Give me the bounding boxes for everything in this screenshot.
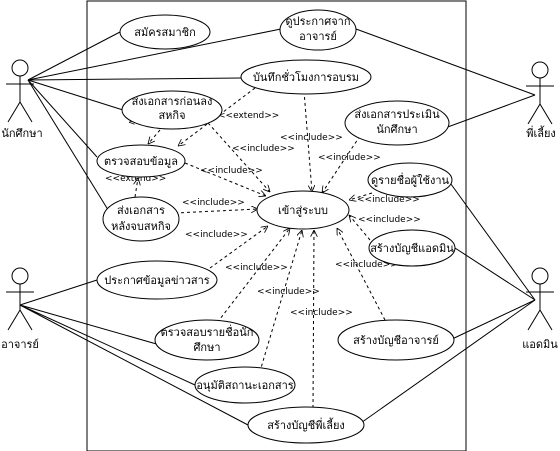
relation-labels: <<extend>> <<extend>> <<extend>> <<inclu… [105, 111, 421, 318]
rel-approve-login [257, 230, 302, 379]
rel-eval-login [322, 135, 361, 193]
rel-before-check [148, 129, 161, 144]
label-extend-record: <<extend>> [218, 111, 279, 121]
rel-mentor-login [313, 230, 314, 409]
uc-login-label: เข้าสู่ระบบ [278, 204, 328, 217]
uc-announce[interactable]: ประกาศข้อมูลข่าวสาร [96, 260, 218, 300]
label-include-announce: <<include>> [225, 263, 288, 273]
uc-create-mentor[interactable]: สร้างบัญชีพี่เลี้ยง [247, 406, 365, 444]
use-cases: สมัครสมาชิก ดูประกาศจาก อาจารย์ บันทึกชั… [96, 9, 456, 444]
label-include-after2: <<include>> [185, 230, 248, 240]
label-include-record: <<include>> [280, 133, 343, 143]
label-include-eval: <<include>> [318, 153, 381, 163]
uc-announce-label: ประกาศข้อมูลข่าวสาร [104, 274, 209, 287]
rel-record-login [303, 90, 312, 192]
relation-lines [135, 87, 386, 409]
uc-create-admin-label: สร้างบัญชีแอดมิน [370, 242, 454, 255]
uc-create-teacher[interactable]: สร้างบัญชีอาจารย์ [337, 319, 455, 361]
rel-check-login [184, 162, 266, 196]
uc-check-students-label-2: ศึกษา [193, 341, 220, 354]
label-include-users: <<include>> [357, 195, 420, 205]
uc-submit-before[interactable]: ส่งเอกสารก่อนลง สหกิจ [121, 90, 223, 130]
uc-create-teacher-label: สร้างบัญชีอาจารย์ [353, 334, 439, 347]
uc-submit-after-label-2: หลังจบสหกิจ [111, 220, 171, 233]
uc-create-mentor-label: สร้างบัญชีพี่เลี้ยง [267, 417, 345, 432]
label-include-approve: <<include>> [290, 308, 353, 318]
actor-admin: แอดมิน [522, 267, 558, 351]
uc-check-info-label: ตรวจสอบข้อมูล [104, 155, 178, 168]
label-include-check: <<include>> [200, 166, 263, 176]
actor-student: นักศึกษา [1, 59, 43, 140]
uc-eval-docs-label-1: ส่งเอกสารประเมิน [354, 108, 440, 121]
actor-mentor: พี่เลี้ยง [526, 61, 556, 140]
uc-view-announce-label-2: อาจารย์ [299, 30, 337, 43]
actor-teacher-label: อาจารย์ [1, 338, 39, 351]
uc-check-students-label-1: ตรวจสอบรายชื่อนัก [161, 324, 254, 339]
association-lines [19, 28, 536, 426]
system-boundary [86, 0, 467, 451]
rel-checkstudents-login [209, 228, 290, 333]
actor-student-label: นักศึกษา [1, 127, 42, 140]
uc-submit-before-label-1: ส่งเอกสารก่อนลง [132, 95, 213, 108]
uc-check-info[interactable]: ตรวจสอบข้อมูล [96, 144, 186, 178]
uc-submit-before-label-2: สหกิจ [158, 109, 185, 122]
label-include-before: <<include>> [232, 144, 295, 154]
label-include-admin: <<include>> [335, 260, 398, 270]
rel-users-login [349, 192, 373, 200]
uc-check-students[interactable]: ตรวจสอบรายชื่อนัก ศึกษา [154, 319, 260, 361]
label-include-users2: <<include>> [358, 215, 421, 225]
rel-teacher-login [336, 228, 386, 321]
uc-register-label: สมัครสมาชิก [134, 26, 196, 39]
uc-view-announce-label-1: ดูประกาศจาก [285, 15, 350, 28]
label-include-checkstudents: <<include>> [257, 287, 320, 297]
uc-view-announce[interactable]: ดูประกาศจาก อาจารย์ [279, 9, 357, 51]
uc-eval-docs-label-2: นักศึกษา [376, 123, 417, 136]
uc-approve-place-label: อนุมัติสถานะเอกสาร [196, 379, 293, 392]
uc-submit-after-label-1: ส่งเอกสาร [117, 204, 165, 217]
uc-record-hours[interactable]: บันทึกชั่วโมงการอบรม [240, 59, 372, 95]
uc-submit-after[interactable]: ส่งเอกสาร หลังจบสหกิจ [102, 196, 180, 242]
uc-record-hours-label: บันทึกชั่วโมงการอบรม [253, 69, 359, 84]
uc-create-admin[interactable]: สร้างบัญชีแอดมิน [368, 229, 456, 267]
label-extend-after: <<extend>> [105, 174, 166, 184]
actor-admin-label: แอดมิน [522, 338, 558, 351]
uc-approve-place[interactable]: อนุมัติสถานะเอกสาร [194, 366, 296, 404]
uc-register[interactable]: สมัครสมาชิก [119, 14, 211, 50]
uc-view-users[interactable]: ดูรายชื่อผู้ใช้งาน [367, 162, 453, 198]
rel-after-login [174, 209, 258, 214]
uc-view-users-label: ดูรายชื่อผู้ใช้งาน [371, 172, 450, 187]
uc-eval-docs[interactable]: ส่งเอกสารประเมิน นักศึกษา [344, 100, 450, 146]
label-include-after: <<include>> [182, 198, 245, 208]
actor-mentor-label: พี่เลี้ยง [526, 125, 556, 140]
actor-teacher: อาจารย์ [1, 267, 39, 351]
uc-login[interactable]: เข้าสู่ระบบ [256, 190, 350, 230]
